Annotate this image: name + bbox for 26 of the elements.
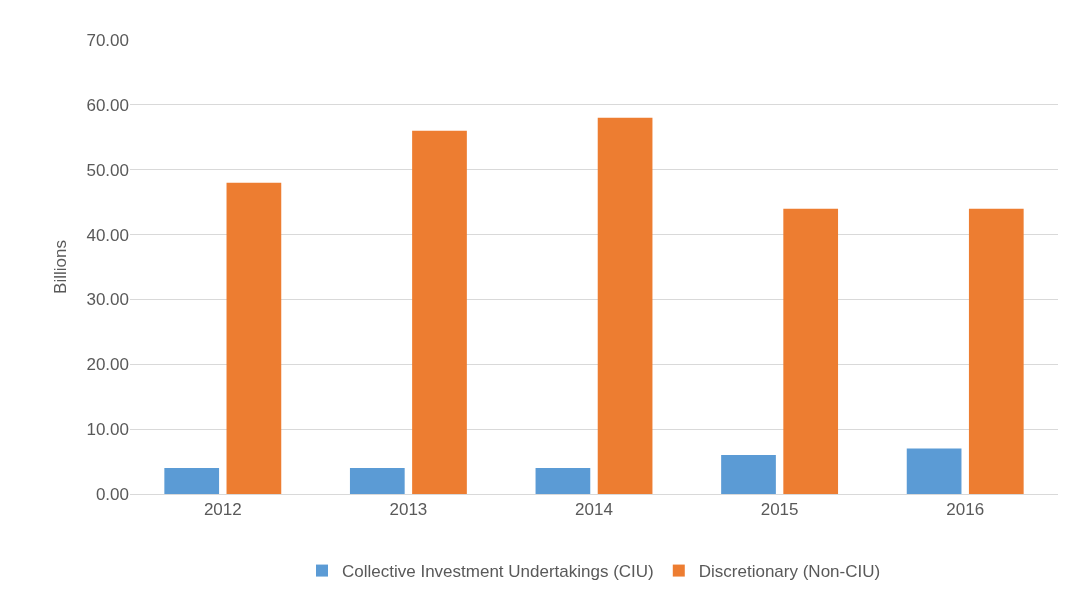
bar [349,468,405,494]
bar [226,182,282,494]
y-tick-label: 70.00 [86,30,129,50]
bar [783,208,839,494]
bar [597,117,653,494]
y-tick-label: 60.00 [86,95,129,115]
bar [721,455,776,494]
x-tick-label: 2015 [760,500,799,520]
bar [535,468,591,494]
y-axis-title: Billions [51,240,70,294]
bar [906,448,962,494]
y-tick-label: 0.00 [95,484,129,504]
bar [164,468,220,494]
y-tick-label: 20.00 [86,355,129,375]
x-tick-label: 2012 [203,500,242,520]
bar [968,208,1024,494]
legend-label: Discretionary (Non-CIU) [698,562,881,582]
legend-label: Collective Investment Undertakings (CIU) [342,562,654,582]
x-tick-label: 2014 [575,500,613,520]
y-tick-label: 50.00 [86,160,129,180]
x-tick-label: 2016 [946,500,985,520]
bar [412,130,467,494]
x-tick-label: 2013 [389,500,428,520]
y-tick-label: 30.00 [86,290,129,310]
y-tick-label: 40.00 [86,225,129,245]
y-tick-label: 10.00 [86,420,129,440]
